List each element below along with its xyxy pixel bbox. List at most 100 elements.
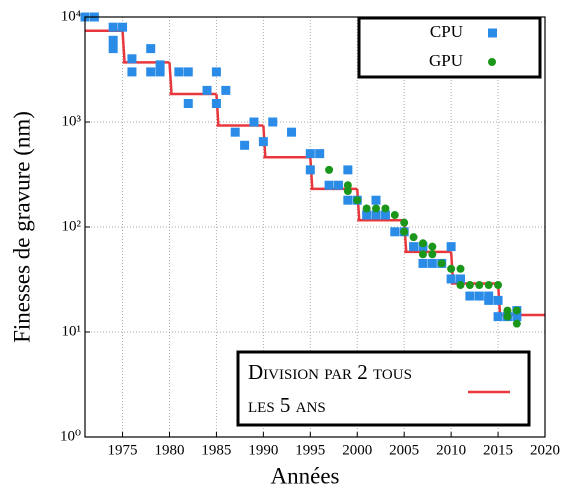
point	[456, 264, 465, 273]
point	[118, 22, 128, 32]
point	[446, 274, 456, 284]
point	[503, 312, 512, 321]
legend-box	[236, 350, 531, 427]
point	[503, 306, 512, 315]
point	[127, 67, 137, 77]
x-tick-label: 2015	[483, 442, 513, 458]
point	[343, 165, 353, 175]
x-tick-label: 1995	[295, 442, 325, 458]
point	[512, 312, 522, 322]
y-tick-label: 10¹	[62, 323, 82, 339]
point	[428, 250, 437, 259]
point	[268, 117, 278, 127]
point	[400, 227, 409, 236]
point	[240, 140, 250, 150]
x-tick-label: 2000	[342, 442, 372, 458]
point	[428, 242, 437, 251]
point	[381, 204, 390, 213]
point	[343, 195, 353, 205]
point	[305, 149, 315, 159]
x-tick-label: 2010	[436, 442, 466, 458]
y-tick-label: 10⁴	[61, 8, 81, 24]
point	[146, 44, 156, 54]
point	[372, 204, 381, 213]
step-legend-label: Division par 2 tous les 5 ans	[248, 360, 412, 417]
point	[343, 181, 352, 190]
point	[456, 281, 465, 290]
legend-marker	[488, 58, 496, 66]
x-tick-label: 1990	[248, 442, 278, 458]
x-tick-label: 1975	[108, 442, 138, 458]
x-tick-label: 2005	[389, 442, 419, 458]
step-riser	[215, 93, 220, 126]
point	[108, 22, 118, 32]
y-tick-label: 10²	[62, 218, 82, 234]
x-axis-label: Années	[271, 463, 340, 488]
point	[512, 306, 521, 315]
point	[418, 250, 427, 259]
legend-label: GPU	[429, 51, 463, 70]
point	[418, 239, 427, 248]
point	[512, 319, 521, 328]
point	[108, 44, 118, 54]
point	[230, 127, 240, 137]
point	[400, 218, 409, 227]
y-tick-label: 10⁰	[60, 428, 81, 444]
point	[427, 258, 437, 268]
point	[493, 295, 503, 305]
point	[258, 137, 268, 147]
point	[474, 291, 484, 301]
point	[343, 187, 352, 196]
y-axis-label: Finesses de gravure (nm)	[9, 111, 34, 343]
point	[456, 274, 466, 284]
plot-frame	[84, 16, 546, 438]
point	[249, 117, 259, 127]
point	[446, 242, 456, 252]
point	[202, 85, 212, 95]
point	[146, 67, 156, 77]
point	[155, 60, 165, 70]
point	[465, 291, 475, 301]
point	[409, 233, 418, 242]
step-riser	[168, 62, 173, 95]
point	[390, 211, 399, 220]
point	[437, 259, 446, 268]
point	[390, 227, 400, 237]
point	[475, 281, 484, 290]
point	[465, 281, 474, 290]
point	[127, 54, 137, 64]
point	[409, 242, 419, 252]
point	[333, 180, 343, 190]
point	[211, 99, 221, 109]
point	[211, 67, 221, 77]
point	[371, 210, 381, 220]
point	[287, 127, 297, 137]
point	[494, 281, 503, 290]
point	[484, 295, 494, 305]
point	[174, 67, 184, 77]
point	[324, 180, 334, 190]
point	[108, 35, 118, 45]
point	[353, 196, 362, 205]
point	[371, 195, 381, 205]
point	[325, 165, 334, 174]
point	[362, 210, 372, 220]
point	[493, 312, 503, 322]
point	[315, 149, 325, 159]
point	[362, 204, 371, 213]
point	[447, 264, 456, 273]
x-tick-label: 1980	[154, 442, 184, 458]
point	[183, 67, 193, 77]
y-tick-label: 10³	[62, 113, 82, 129]
legend-box	[357, 16, 542, 79]
x-tick-label: 1985	[201, 442, 231, 458]
point	[221, 85, 231, 95]
legend-label: CPU	[430, 22, 463, 41]
point	[155, 67, 165, 77]
x-tick-label: 2020	[530, 442, 560, 458]
point	[305, 165, 315, 175]
point	[380, 210, 390, 220]
point	[484, 281, 493, 290]
